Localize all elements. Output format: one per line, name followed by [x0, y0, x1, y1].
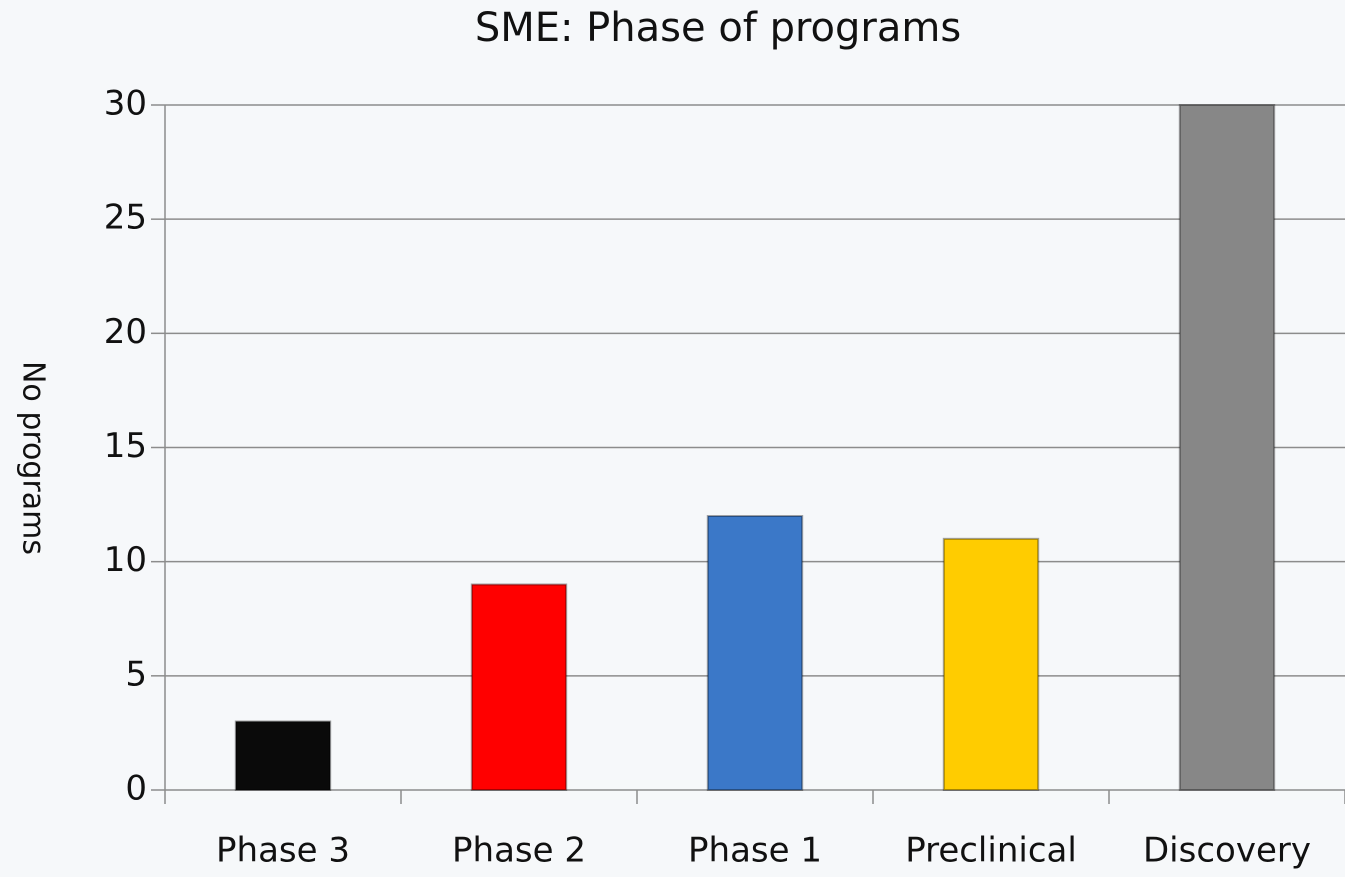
y-tick-label: 15 — [104, 426, 147, 466]
y-tick-label: 10 — [104, 540, 147, 580]
y-tick-label: 5 — [125, 654, 147, 694]
x-tick-label: Phase 3 — [216, 831, 350, 871]
y-tick-label: 20 — [104, 312, 147, 352]
x-tick-label: Preclinical — [905, 831, 1077, 871]
y-axis-label: No programs — [16, 361, 51, 555]
y-tick-label: 0 — [125, 769, 147, 809]
x-tick-label: Phase 2 — [452, 831, 586, 871]
bar — [470, 583, 568, 791]
y-tick-label: 30 — [104, 84, 147, 124]
chart-title: SME: Phase of programs — [475, 5, 961, 51]
x-tick-label: Phase 1 — [688, 831, 822, 871]
y-tick-label: 25 — [104, 198, 147, 238]
bar — [942, 537, 1040, 791]
bar — [1178, 104, 1276, 791]
bar — [234, 720, 332, 791]
x-tick-label: Discovery — [1143, 831, 1311, 871]
bar — [706, 515, 804, 791]
